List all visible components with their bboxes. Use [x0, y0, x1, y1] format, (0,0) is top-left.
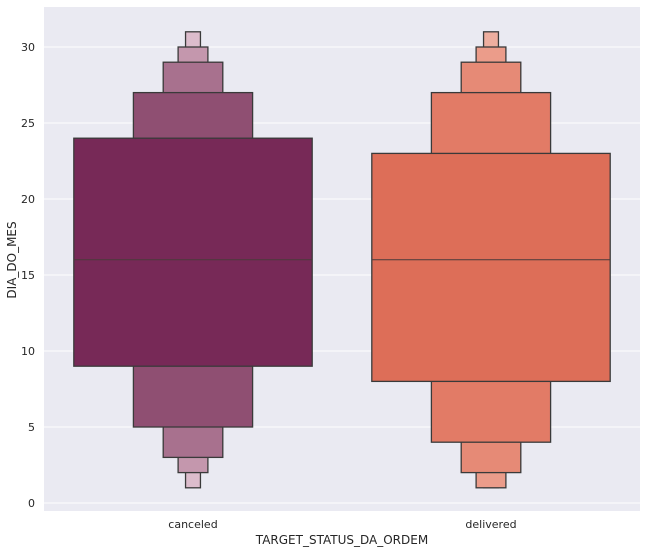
y-tick-20: 20	[21, 193, 35, 206]
y-tick-15: 15	[21, 269, 35, 282]
y-tick-25: 25	[21, 117, 35, 130]
x-tick-labels: canceled delivered	[168, 518, 516, 531]
x-tick-delivered: delivered	[465, 518, 516, 531]
y-tick-labels: 0 5 10 15 20 25 30	[21, 41, 35, 510]
y-tick-30: 30	[21, 41, 35, 54]
box-canceled-level-0	[73, 137, 313, 367]
x-axis-label: TARGET_STATUS_DA_ORDEM	[255, 533, 428, 547]
y-tick-0: 0	[28, 497, 35, 510]
y-tick-5: 5	[28, 421, 35, 434]
box-delivered-level-0	[371, 152, 611, 383]
boxes-layer	[73, 31, 611, 489]
y-tick-10: 10	[21, 345, 35, 358]
x-tick-canceled: canceled	[168, 518, 217, 531]
y-axis-label: DIA_DO_MES	[5, 221, 19, 298]
